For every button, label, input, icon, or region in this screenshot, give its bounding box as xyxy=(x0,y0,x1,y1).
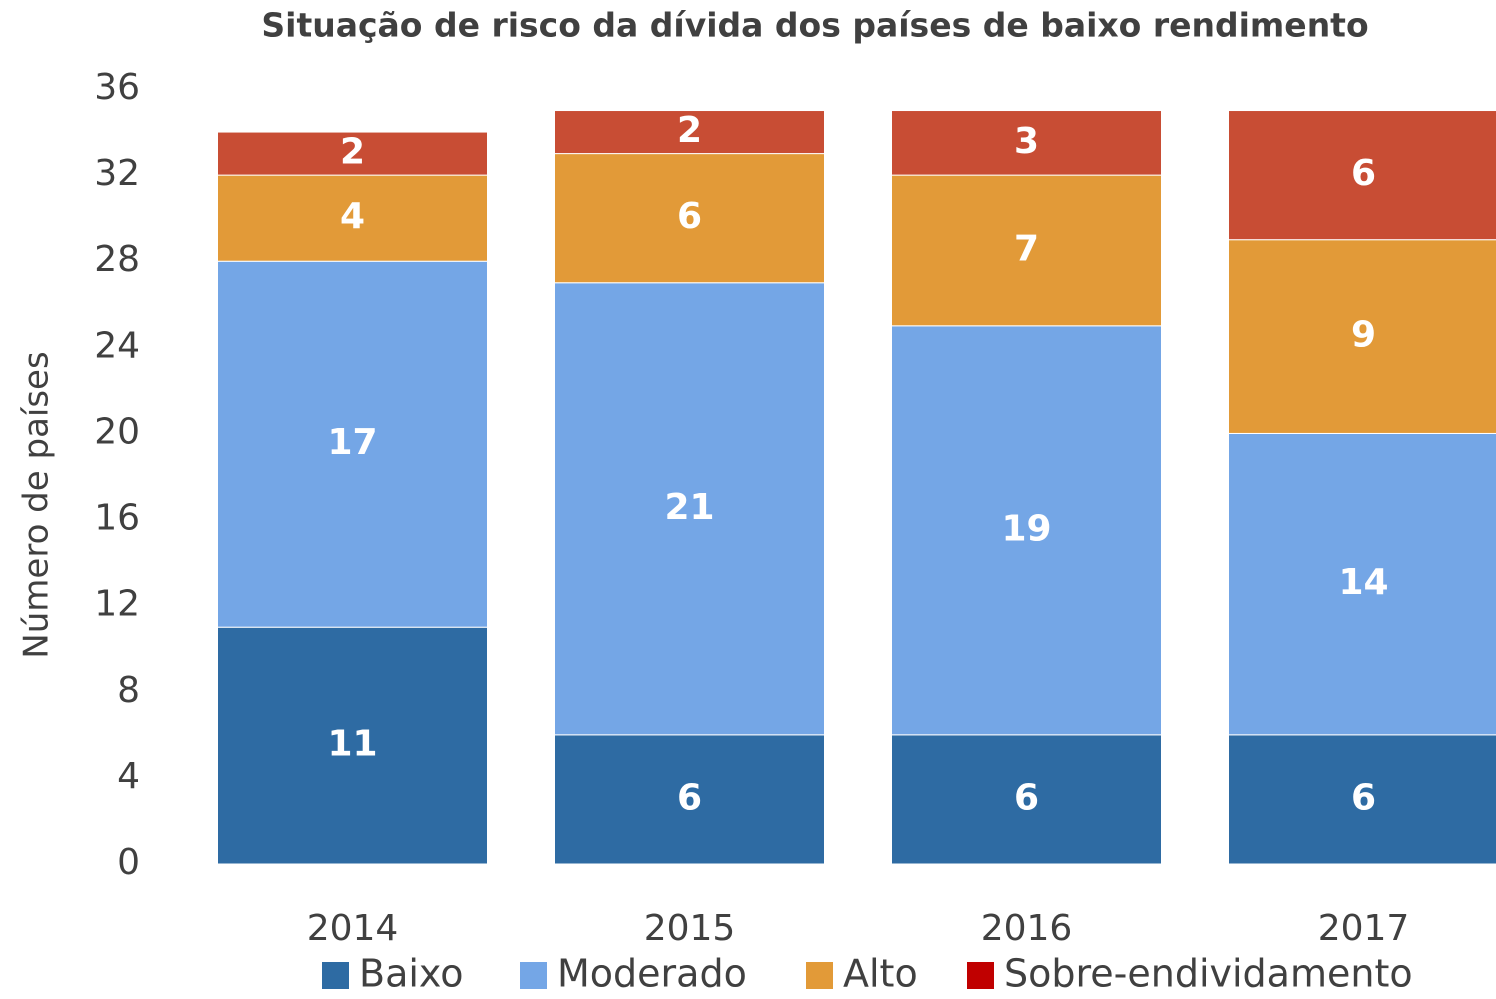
data-label: 3 xyxy=(1014,121,1039,162)
x-tick-label: 2016 xyxy=(981,908,1073,949)
data-label: 9 xyxy=(1351,315,1376,356)
chart-title: Situação de risco da dívida dos países d… xyxy=(261,6,1368,45)
bar-segment xyxy=(1228,239,1496,434)
bar-segment xyxy=(891,174,1162,327)
legend-swatch xyxy=(322,962,349,989)
y-tick-label: 32 xyxy=(94,153,140,194)
bar-segment xyxy=(554,153,825,284)
data-label: 6 xyxy=(1014,777,1039,818)
legend-label: Moderado xyxy=(557,952,747,996)
legend-swatch xyxy=(967,962,994,989)
data-label: 19 xyxy=(1001,508,1051,549)
y-tick-label: 20 xyxy=(94,411,140,452)
y-tick-label: 16 xyxy=(94,498,140,539)
bar-segment xyxy=(891,325,1162,736)
bar-segment xyxy=(217,131,488,176)
data-label: 7 xyxy=(1014,228,1039,269)
bar-segment xyxy=(891,110,1162,176)
y-tick-label: 0 xyxy=(117,842,140,883)
y-tick-label: 8 xyxy=(117,670,140,711)
y-tick-label: 36 xyxy=(94,67,140,108)
bar-segment xyxy=(554,282,825,736)
bar-segment xyxy=(217,260,488,628)
bar-segment xyxy=(1228,734,1496,865)
y-tick-label: 28 xyxy=(94,239,140,280)
data-label: 14 xyxy=(1338,562,1388,603)
bar-segment xyxy=(1228,432,1496,736)
legend-label: Baixo xyxy=(359,952,463,996)
data-label: 2 xyxy=(677,110,702,151)
bar-segment xyxy=(554,110,825,155)
legend-label: Sobre-endividamento xyxy=(1004,952,1413,996)
x-tick-label: 2017 xyxy=(1318,908,1410,949)
x-tick-label: 2014 xyxy=(307,908,399,949)
y-tick-label: 24 xyxy=(94,325,140,366)
bar-segment xyxy=(891,734,1162,865)
legend-swatch xyxy=(806,962,833,989)
data-label: 6 xyxy=(1351,153,1376,194)
y-axis-label: Número de países xyxy=(17,351,57,658)
x-tick-label: 2015 xyxy=(644,908,736,949)
data-label: 4 xyxy=(340,196,365,237)
data-label: 2 xyxy=(340,132,365,173)
y-tick-label: 4 xyxy=(117,756,140,797)
bar-segment xyxy=(217,626,488,865)
bar-segment xyxy=(554,734,825,865)
legend-swatch xyxy=(520,962,547,989)
data-label: 17 xyxy=(327,422,377,463)
y-tick-label: 12 xyxy=(94,584,140,625)
data-label: 6 xyxy=(677,196,702,237)
legend-label: Alto xyxy=(843,952,918,996)
data-label: 6 xyxy=(1351,777,1376,818)
data-label: 21 xyxy=(664,487,714,528)
data-label: 6 xyxy=(677,777,702,818)
bar-segment xyxy=(1228,110,1496,241)
data-label: 11 xyxy=(327,724,377,765)
